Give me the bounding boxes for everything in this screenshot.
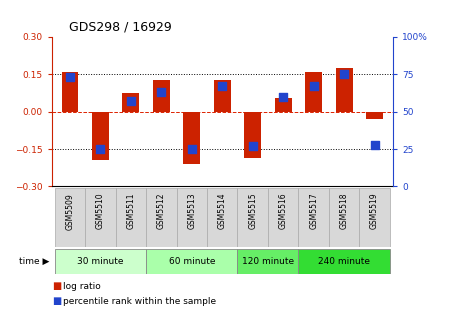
Text: 120 minute: 120 minute (242, 257, 294, 266)
Bar (146, 249, 238, 274)
Point (310, 84, 317, 89)
Point (127, 98, 134, 104)
Bar (244, 112, 261, 158)
Text: GSM5512: GSM5512 (157, 193, 166, 229)
Bar (85, 188, 116, 247)
Text: GSM5516: GSM5516 (279, 193, 288, 229)
Bar (153, 80, 170, 112)
Text: GSM5514: GSM5514 (218, 193, 227, 229)
Bar (336, 68, 352, 112)
Bar (123, 93, 139, 112)
Bar (207, 188, 238, 247)
Bar (146, 188, 176, 247)
Bar (214, 80, 231, 112)
Text: GSM5509: GSM5509 (66, 193, 75, 229)
Bar (55, 188, 85, 247)
Bar (176, 188, 207, 247)
Bar (238, 249, 299, 274)
Bar (55, 249, 146, 274)
Bar (116, 188, 146, 247)
Point (280, 94, 287, 99)
Point (188, 146, 195, 152)
Bar (329, 188, 359, 247)
Text: GDS298 / 16929: GDS298 / 16929 (69, 20, 172, 34)
Text: GSM5517: GSM5517 (309, 193, 318, 229)
Point (158, 90, 165, 95)
Bar (238, 188, 268, 247)
Bar (183, 112, 200, 164)
Bar (62, 72, 78, 112)
Text: log ratio: log ratio (63, 282, 101, 291)
Point (249, 143, 256, 149)
Text: GSM5519: GSM5519 (370, 193, 379, 229)
Bar (299, 188, 329, 247)
Text: GSM5515: GSM5515 (248, 193, 257, 229)
Bar (92, 112, 109, 160)
Bar (299, 249, 390, 274)
Text: 60 minute: 60 minute (168, 257, 215, 266)
Point (66, 75, 74, 80)
Text: GSM5511: GSM5511 (126, 193, 135, 229)
Point (97, 146, 104, 152)
Bar (359, 188, 390, 247)
Text: GSM5510: GSM5510 (96, 193, 105, 229)
Bar (275, 98, 291, 112)
Text: ■: ■ (52, 296, 61, 306)
Text: GSM5513: GSM5513 (187, 193, 196, 229)
Bar (305, 72, 322, 112)
Point (219, 84, 226, 89)
Bar (268, 188, 299, 247)
Bar (366, 112, 383, 119)
Text: 240 minute: 240 minute (318, 257, 370, 266)
Text: 30 minute: 30 minute (77, 257, 123, 266)
Text: ■: ■ (52, 281, 61, 291)
Text: time ▶: time ▶ (19, 257, 49, 266)
Text: GSM5518: GSM5518 (339, 193, 348, 229)
Point (371, 142, 378, 147)
Text: percentile rank within the sample: percentile rank within the sample (63, 297, 216, 306)
Point (340, 72, 348, 77)
